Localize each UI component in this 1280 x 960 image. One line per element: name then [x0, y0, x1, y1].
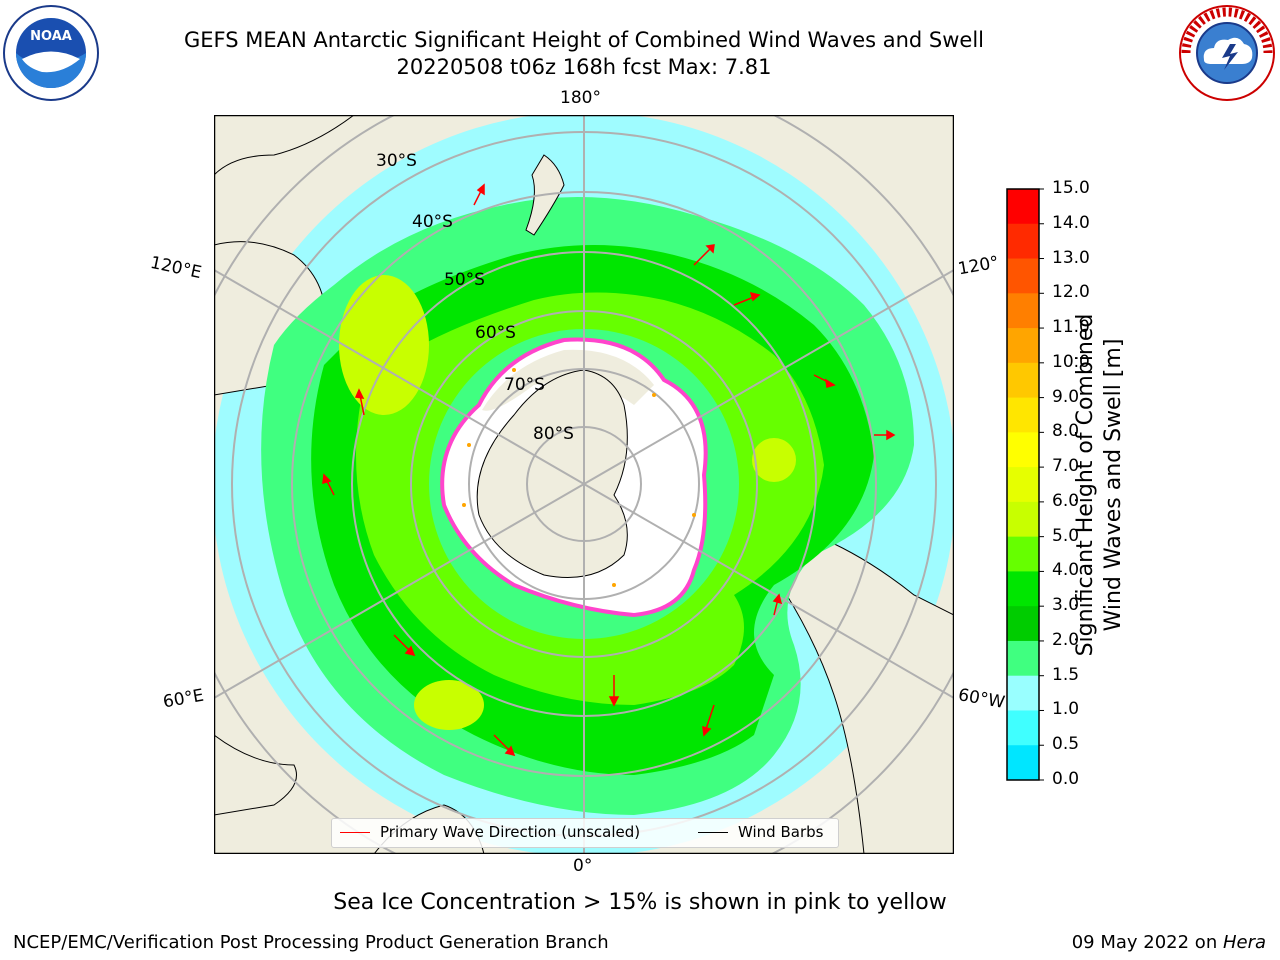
polar-map: 30°S 40°S 50°S 60°S 70°S 80°S — [213, 114, 955, 855]
lat-label-40: 40°S — [412, 212, 453, 232]
colorbar-segment — [1007, 189, 1039, 225]
svg-text:NOAA: NOAA — [30, 29, 72, 44]
colorbar-segment — [1007, 501, 1039, 538]
colorbar-tick-label: 0.0 — [1052, 769, 1080, 789]
map-legend: Primary Wave Direction (unscaled) Wind B… — [331, 818, 839, 848]
plot-subtitle: 20220508 t06z 168h fcst Max: 7.81 — [396, 55, 772, 79]
lon-label-120w: 120° — [956, 252, 1001, 280]
colorbar-tick-label: 5.0 — [1052, 525, 1080, 546]
plot-title: GEFS MEAN Antarctic Significant Height o… — [183, 28, 985, 52]
colorbar-tick-label: 10.0 — [1052, 351, 1090, 372]
colorbar-label-line2: Wind Waves and Swell [m] — [1101, 338, 1126, 632]
colorbar-segment — [1007, 432, 1039, 468]
colorbar-tick-label: 9.0 — [1052, 386, 1080, 407]
legend-barb-label: Wind Barbs — [738, 823, 824, 841]
colorbar-tick-label: 14.0 — [1052, 212, 1090, 233]
colorbar-tick-label: 13.0 — [1052, 247, 1090, 268]
colorbar-tick-label: 4.0 — [1052, 560, 1080, 581]
footer-date: 09 May 2022 on Hera — [1072, 932, 1266, 953]
colorbar-tick-label: 0.5 — [1052, 734, 1080, 755]
map-canvas — [213, 114, 955, 855]
colorbar-segment — [1007, 328, 1039, 364]
colorbar-segment — [1007, 536, 1039, 572]
colorbar-segment — [1007, 258, 1039, 294]
legend-wind-barbs: Wind Barbs — [698, 823, 823, 841]
colorbar-segment — [1007, 397, 1039, 433]
legend-barb-swatch — [698, 832, 728, 833]
lon-label-0: 0° — [573, 856, 593, 876]
lat-label-50: 50°S — [444, 270, 485, 290]
colorbar-tick-label: 2.0 — [1052, 629, 1080, 650]
footer-host: Hera — [1222, 932, 1266, 953]
lat-label-60: 60°S — [475, 323, 516, 343]
lon-label-60w: 60°W — [956, 685, 1007, 713]
colorbar-label: Significant Height of Combined Wind Wave… — [1072, 295, 1128, 675]
colorbar-segment — [1007, 362, 1039, 399]
colorbar-tick-label: 1.5 — [1052, 664, 1080, 685]
colorbar-segment — [1007, 745, 1039, 781]
colorbar-segment — [1007, 640, 1039, 677]
footer-date-text: 09 May 2022 on — [1071, 932, 1223, 953]
colorbar-segment — [1007, 675, 1039, 711]
legend-wave-label: Primary Wave Direction (unscaled) — [380, 823, 641, 841]
noaa-logo-icon: NOAA — [3, 5, 99, 101]
lon-label-180: 180° — [560, 88, 601, 108]
colorbar-tick-label: 11.0 — [1052, 317, 1090, 338]
footer-credit: NCEP/EMC/Verification Post Processing Pr… — [13, 932, 609, 953]
colorbar-tick-label: 1.0 — [1052, 699, 1080, 720]
nws-logo-icon — [1179, 5, 1275, 101]
colorbar-tick-label: 6.0 — [1052, 490, 1080, 511]
colorbar-tick-label: 3.0 — [1052, 595, 1080, 616]
lat-label-30: 30°S — [376, 151, 417, 171]
colorbar-segment — [1007, 467, 1039, 503]
lat-label-80: 80°S — [533, 424, 574, 444]
colorbar-label-line1: Significant Height of Combined — [1073, 313, 1098, 657]
colorbar-tick-label: 12.0 — [1052, 282, 1090, 303]
colorbar-segment — [1007, 710, 1039, 746]
colorbar-segment — [1007, 293, 1039, 329]
colorbar-scale — [1006, 188, 1046, 781]
lat-label-70: 70°S — [504, 375, 545, 395]
colorbar-segment — [1007, 606, 1039, 642]
colorbar-segment — [1007, 223, 1039, 260]
colorbar-segment — [1007, 571, 1039, 607]
lon-label-60e: 60°E — [161, 685, 206, 713]
colorbar-tick-label: 15.0 — [1052, 178, 1090, 198]
sea-ice-note: Sea Ice Concentration > 15% is shown in … — [333, 890, 947, 915]
colorbar-tick-label: 8.0 — [1052, 421, 1080, 442]
colorbar — [1002, 188, 1046, 785]
legend-wave-swatch — [340, 832, 370, 833]
lon-label-120e: 120°E — [148, 252, 204, 284]
colorbar-tick-label: 7.0 — [1052, 456, 1080, 477]
legend-wave-direction: Primary Wave Direction (unscaled) — [340, 823, 640, 841]
